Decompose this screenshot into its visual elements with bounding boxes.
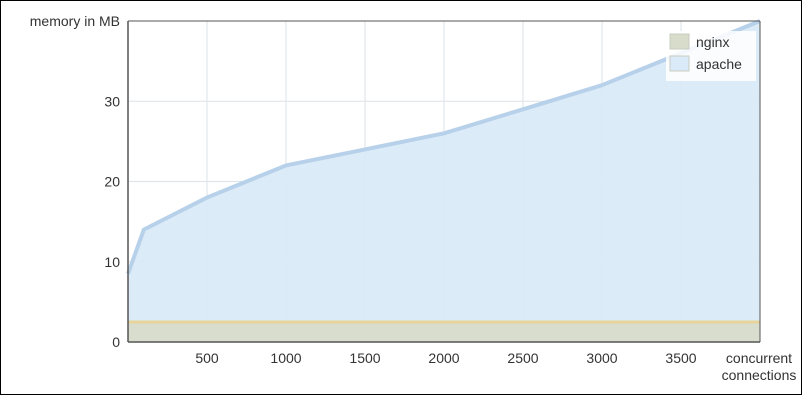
legend-swatch-nginx [669,33,690,50]
tick-labels: 0 10 20 30 500 1000 1500 2000 2500 3000 3500 [104,93,696,366]
y-tick-label: 10 [104,254,120,270]
y-tick-label: 20 [104,174,120,190]
legend-label-nginx: nginx [696,34,729,50]
legend: nginx apache [666,31,756,81]
area-nginx [128,321,760,342]
legend-swatch-apache [669,55,690,72]
x-tick-label: 3500 [665,350,696,366]
axes [127,20,761,343]
x-axis-label: concurrent connections [722,350,797,383]
x-tick-label: 1000 [270,350,301,366]
x-tick-label: 500 [195,350,219,366]
x-tick-label: 3000 [586,350,617,366]
x-tick-label: 1500 [349,350,380,366]
y-tick-label: 0 [112,334,120,350]
x-tick-label: 2000 [428,350,459,366]
y-tick-label: 30 [104,93,120,109]
legend-label-apache: apache [696,56,742,72]
x-tick-label: 2500 [507,350,538,366]
y-axis-label: memory in MB [30,13,120,29]
area-apache [128,21,760,342]
line-apache [126,19,761,275]
series-areas [126,19,761,342]
